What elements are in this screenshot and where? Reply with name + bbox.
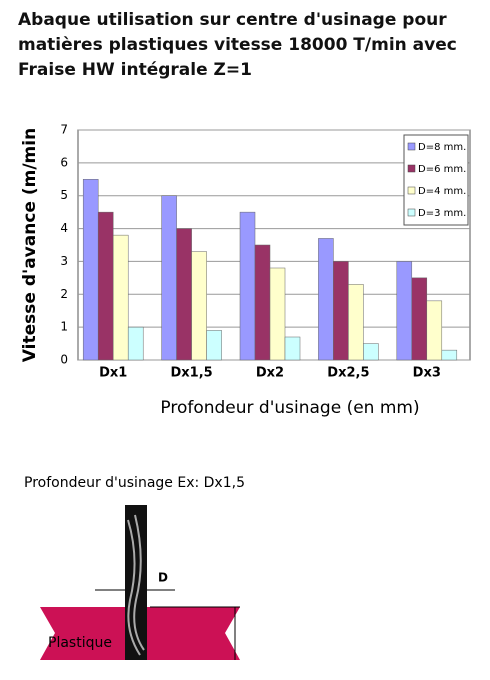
bar xyxy=(318,238,334,361)
y-tick-label: 3 xyxy=(60,254,68,268)
x-axis-label: Profondeur d'usinage (en mm) xyxy=(160,398,419,418)
bar xyxy=(97,211,114,361)
bar xyxy=(254,244,271,361)
y-tick-label: 7 xyxy=(60,123,68,137)
material-label: Plastique xyxy=(48,635,112,651)
bar xyxy=(411,277,428,361)
diagram-caption: Profondeur d'usinage Ex: Dx1,5 xyxy=(24,475,245,491)
end-mill xyxy=(125,505,147,660)
x-tick-label: Dx2,5 xyxy=(327,366,369,381)
legend-label: D=8 mm. xyxy=(418,142,466,153)
legend-swatch xyxy=(407,208,416,217)
y-tick-label: 5 xyxy=(60,188,68,202)
y-tick-label: 1 xyxy=(60,320,68,334)
chart-title: Abaque utilisation sur centre d'usinage … xyxy=(18,10,457,80)
bar xyxy=(239,211,256,361)
x-tick-label: Dx2 xyxy=(256,366,284,381)
legend-swatch xyxy=(407,142,416,151)
x-tick-label: Dx1,5 xyxy=(170,366,212,381)
y-tick-label: 0 xyxy=(60,353,68,367)
bar xyxy=(333,261,349,361)
legend-swatch xyxy=(407,186,416,195)
legend-label: D=3 mm. xyxy=(418,208,466,219)
y-axis-label: Vitesse d'avance (m/min xyxy=(20,128,40,362)
bar xyxy=(161,195,177,361)
bar xyxy=(426,300,443,361)
bar xyxy=(348,284,364,361)
x-tick-label: Dx1 xyxy=(99,366,127,381)
x-tick-label: Dx3 xyxy=(413,366,441,381)
legend-swatch xyxy=(407,164,416,173)
bar xyxy=(176,228,192,361)
bar xyxy=(441,349,458,361)
bar xyxy=(284,336,301,361)
bar xyxy=(269,267,286,361)
bar xyxy=(112,234,129,361)
legend-label: D=4 mm. xyxy=(418,186,466,197)
bar xyxy=(206,330,222,361)
d-label: D xyxy=(158,571,168,585)
y-tick-label: 6 xyxy=(60,155,68,169)
bar xyxy=(363,343,379,361)
y-tick-label: 2 xyxy=(60,287,68,301)
legend-label: D=6 mm. xyxy=(418,164,466,175)
bar xyxy=(396,261,413,361)
flute xyxy=(127,514,145,656)
bar xyxy=(82,179,99,361)
bar xyxy=(191,251,207,361)
y-tick-label: 4 xyxy=(60,221,68,235)
bar xyxy=(127,326,144,361)
